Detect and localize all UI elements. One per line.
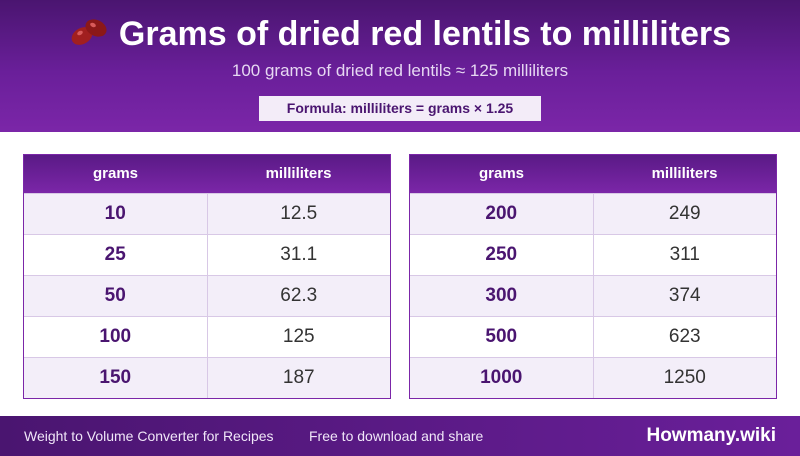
table-header: grams milliliters xyxy=(24,155,390,193)
column-header-milliliters: milliliters xyxy=(651,165,718,182)
brand-logo: Howmany.wiki xyxy=(646,425,776,446)
table-row: 10 12.5 xyxy=(24,193,390,234)
milliliters-cell: 62.3 xyxy=(280,285,318,306)
conversion-table-right: grams milliliters 200 249 250 311 300 37… xyxy=(409,154,777,399)
footer-bar: Weight to Volume Converter for Recipes F… xyxy=(0,416,800,456)
header-banner: Grams of dried red lentils to milliliter… xyxy=(0,0,800,132)
table-row: 150 187 xyxy=(24,357,390,398)
subtitle: 100 grams of dried red lentils ≈ 125 mil… xyxy=(231,61,569,80)
table-row: 300 374 xyxy=(410,275,776,316)
milliliters-cell: 311 xyxy=(669,244,700,265)
grams-cell: 100 xyxy=(24,317,208,357)
milliliters-cell: 187 xyxy=(282,367,315,388)
table-row: 1000 1250 xyxy=(410,357,776,398)
column-header-grams: grams xyxy=(478,165,525,182)
milliliters-cell: 374 xyxy=(668,285,701,306)
grams-cell: 50 xyxy=(24,276,208,316)
formula-badge: Formula: milliliters = grams × 1.25 xyxy=(259,96,541,121)
footer-note: Free to download and share xyxy=(309,428,484,444)
grams-cell: 300 xyxy=(410,276,594,316)
red-beans-icon xyxy=(69,15,109,49)
grams-cell: 25 xyxy=(24,235,208,275)
grams-cell: 150 xyxy=(24,358,208,398)
column-header-grams: grams xyxy=(92,165,139,182)
grams-cell: 1000 xyxy=(410,358,594,398)
milliliters-cell: 623 xyxy=(668,326,701,347)
grams-cell: 10 xyxy=(24,194,208,234)
grams-cell: 250 xyxy=(410,235,594,275)
grams-cell: 200 xyxy=(410,194,594,234)
milliliters-cell: 1250 xyxy=(663,367,706,388)
title-text: Grams of dried red lentils to milliliter… xyxy=(118,15,732,53)
table-row: 500 623 xyxy=(410,316,776,357)
conversion-table-left: grams milliliters 10 12.5 25 31.1 50 62.… xyxy=(23,154,391,399)
column-header-milliliters: milliliters xyxy=(265,165,332,182)
milliliters-cell: 249 xyxy=(668,203,701,224)
table-row: 250 311 xyxy=(410,234,776,275)
table-row: 100 125 xyxy=(24,316,390,357)
milliliters-cell: 125 xyxy=(282,326,315,347)
page-title: Grams of dried red lentils to milliliter… xyxy=(0,14,800,54)
table-row: 25 31.1 xyxy=(24,234,390,275)
milliliters-cell: 31.1 xyxy=(280,244,318,265)
footer-tagline: Weight to Volume Converter for Recipes xyxy=(24,428,274,444)
table-header: grams milliliters xyxy=(410,155,776,193)
grams-cell: 500 xyxy=(410,317,594,357)
table-row: 200 249 xyxy=(410,193,776,234)
table-row: 50 62.3 xyxy=(24,275,390,316)
milliliters-cell: 12.5 xyxy=(280,203,318,224)
